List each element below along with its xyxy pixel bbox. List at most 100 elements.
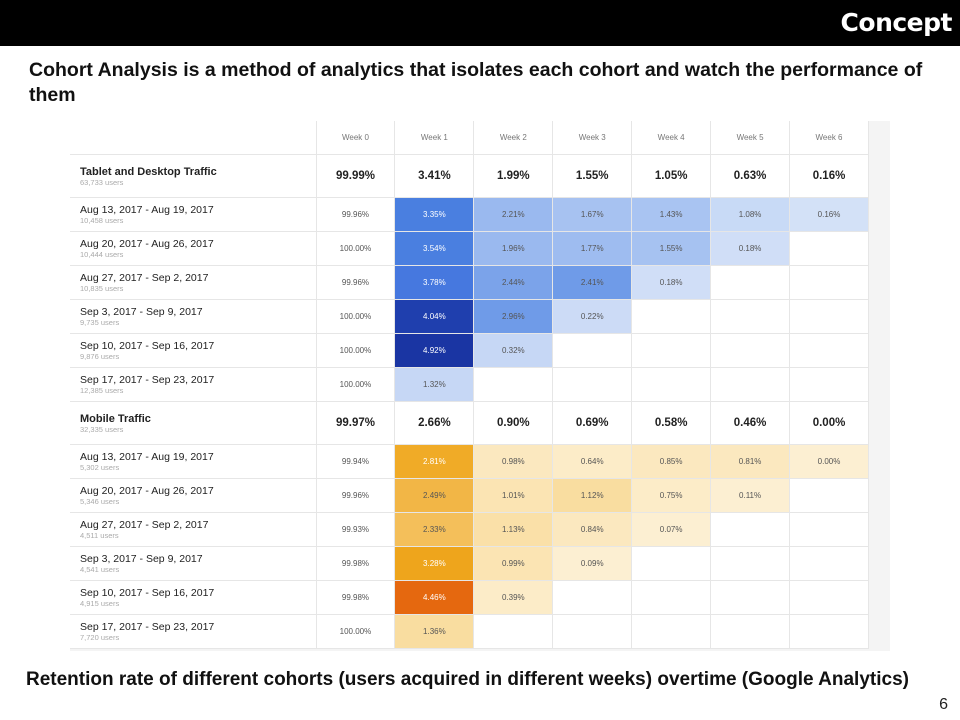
cohort-label: Aug 27, 2017 - Sep 2, 2017 4,511 users [70, 512, 317, 547]
header-corner [70, 121, 317, 155]
retention-cell: 1.55% [631, 231, 712, 266]
retention-cell: 0.84% [552, 512, 633, 547]
slide-title: Concept [840, 8, 953, 37]
cohort-row: Sep 17, 2017 - Sep 23, 2017 12,385 users 1… [70, 367, 869, 402]
retention-cell: 1.43% [631, 197, 712, 232]
cohort-row: Aug 20, 2017 - Aug 26, 2017 10,444 users 1… [70, 231, 869, 266]
retention-cell: 2.96% [473, 299, 554, 334]
retention-cell: 3.78% [394, 265, 475, 300]
retention-cell: 0.32% [473, 333, 554, 368]
retention-cell [789, 580, 869, 615]
cohort-row: Aug 27, 2017 - Sep 2, 2017 4,511 users 99.… [70, 512, 869, 547]
retention-cell [631, 580, 712, 615]
cohort-row: Aug 27, 2017 - Sep 2, 2017 10,835 users 99… [70, 265, 869, 300]
cohort-date-range: Sep 3, 2017 - Sep 9, 2017 [80, 553, 203, 565]
summary-cell: 0.58% [631, 401, 712, 445]
page-number: 6 [939, 696, 948, 713]
retention-cell: 3.54% [394, 231, 475, 266]
cohort-users: 10,458 users [80, 216, 124, 225]
table-scroll-gutter [869, 121, 890, 651]
cohort-date-range: Aug 27, 2017 - Sep 2, 2017 [80, 519, 209, 531]
retention-cell: 99.96% [316, 265, 396, 300]
cohort-label: Aug 13, 2017 - Aug 19, 2017 10,458 users [70, 197, 317, 232]
retention-cell [789, 299, 869, 334]
retention-cell: 1.96% [473, 231, 554, 266]
retention-cell [631, 299, 712, 334]
retention-cell: 99.98% [316, 580, 396, 615]
retention-cell [473, 614, 554, 649]
retention-cell: 2.49% [394, 478, 475, 513]
cohort-date-range: Aug 13, 2017 - Aug 19, 2017 [80, 451, 214, 463]
cohort-label: Aug 13, 2017 - Aug 19, 2017 5,302 users [70, 444, 317, 479]
header-bar: Concept [0, 0, 960, 46]
retention-cell [789, 546, 869, 581]
cohort-label: Sep 3, 2017 - Sep 9, 2017 9,735 users [70, 299, 317, 334]
summary-cell: 0.00% [789, 401, 869, 445]
retention-cell: 2.44% [473, 265, 554, 300]
retention-cell [789, 265, 869, 300]
summary-cell: 99.99% [316, 154, 396, 198]
cohort-row: Sep 3, 2017 - Sep 9, 2017 4,541 users 99.9… [70, 546, 869, 581]
group-summary-row: Mobile Traffic 32,335 users 99.97% 2.66% 0.9… [70, 401, 869, 445]
retention-cell: 0.85% [631, 444, 712, 479]
retention-cell: 0.16% [789, 197, 869, 232]
summary-cell: 2.66% [394, 401, 475, 445]
summary-cell: 0.46% [710, 401, 791, 445]
cohort-label: Sep 17, 2017 - Sep 23, 2017 12,385 users [70, 367, 317, 402]
group-name: Mobile Traffic [80, 412, 151, 425]
caption: Retention rate of different cohorts (use… [26, 669, 909, 690]
retention-cell: 2.33% [394, 512, 475, 547]
cohort-date-range: Aug 13, 2017 - Aug 19, 2017 [80, 204, 214, 216]
retention-cell: 0.11% [710, 478, 791, 513]
cohort-label: Aug 20, 2017 - Aug 26, 2017 10,444 users [70, 231, 317, 266]
group-users: 32,335 users [80, 424, 124, 434]
retention-cell [631, 333, 712, 368]
cohort-date-range: Sep 17, 2017 - Sep 23, 2017 [80, 621, 215, 633]
retention-cell: 1.13% [473, 512, 554, 547]
group-label: Mobile Traffic 32,335 users [70, 401, 317, 445]
retention-cell: 2.81% [394, 444, 475, 479]
retention-cell [710, 546, 791, 581]
retention-cell: 4.92% [394, 333, 475, 368]
retention-cell: 100.00% [316, 231, 396, 266]
column-header: Week 4 [631, 121, 712, 155]
cohort-date-range: Sep 10, 2017 - Sep 16, 2017 [80, 587, 215, 599]
cohort-users: 4,541 users [80, 565, 120, 574]
column-header: Week 2 [473, 121, 554, 155]
retention-cell: 100.00% [316, 299, 396, 334]
column-header: Week 5 [710, 121, 791, 155]
retention-cell [789, 614, 869, 649]
summary-cell: 3.41% [394, 154, 475, 198]
cohort-users: 12,385 users [80, 386, 124, 395]
column-header: Week 0 [316, 121, 396, 155]
retention-cell: 0.81% [710, 444, 791, 479]
cohort-date-range: Aug 20, 2017 - Aug 26, 2017 [80, 238, 214, 250]
cohort-row: Sep 17, 2017 - Sep 23, 2017 7,720 users 10… [70, 614, 869, 649]
retention-cell [710, 580, 791, 615]
retention-cell [789, 333, 869, 368]
cohort-label: Sep 17, 2017 - Sep 23, 2017 7,720 users [70, 614, 317, 649]
retention-cell: 99.94% [316, 444, 396, 479]
retention-cell: 0.98% [473, 444, 554, 479]
cohort-row: Sep 10, 2017 - Sep 16, 2017 9,876 users 10… [70, 333, 869, 368]
retention-cell: 0.00% [789, 444, 869, 479]
retention-cell [631, 614, 712, 649]
cohort-users: 10,444 users [80, 250, 124, 259]
retention-cell: 0.99% [473, 546, 554, 581]
retention-cell: 100.00% [316, 367, 396, 402]
retention-cell: 1.08% [710, 197, 791, 232]
summary-cell: 1.99% [473, 154, 554, 198]
cohort-date-range: Aug 27, 2017 - Sep 2, 2017 [80, 272, 209, 284]
retention-cell [710, 367, 791, 402]
retention-cell [789, 367, 869, 402]
retention-cell [473, 367, 554, 402]
retention-cell [710, 512, 791, 547]
retention-cell [631, 367, 712, 402]
retention-cell: 0.22% [552, 299, 633, 334]
cohort-date-range: Sep 3, 2017 - Sep 9, 2017 [80, 306, 203, 318]
retention-cell: 99.96% [316, 478, 396, 513]
retention-cell: 4.46% [394, 580, 475, 615]
retention-cell: 3.35% [394, 197, 475, 232]
retention-cell [552, 614, 633, 649]
retention-cell: 100.00% [316, 614, 396, 649]
